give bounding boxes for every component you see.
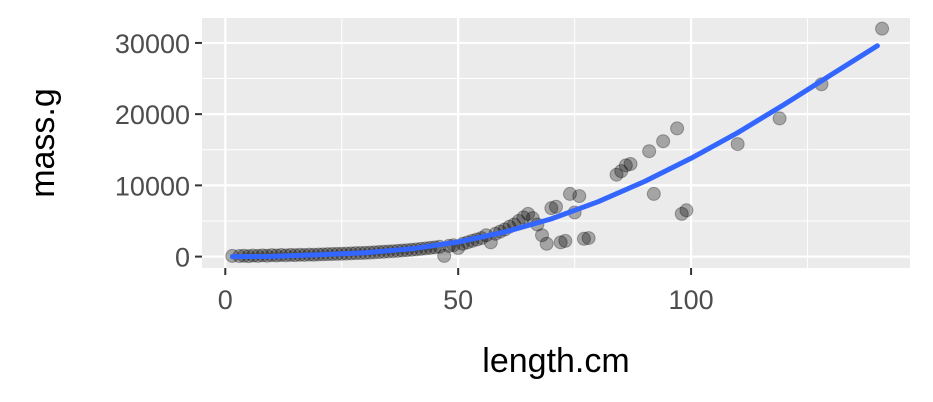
trend-line — [229, 43, 880, 260]
data-point — [772, 111, 787, 126]
data-point — [679, 203, 694, 218]
data-point — [562, 186, 577, 201]
data-point — [670, 121, 685, 136]
grid-lines — [202, 18, 910, 268]
y-tick-label: 0 — [175, 243, 190, 273]
data-point — [437, 248, 452, 263]
data-point — [609, 167, 624, 182]
data-point — [642, 144, 657, 159]
data-point — [539, 236, 554, 251]
data-point — [558, 233, 573, 248]
data-point — [544, 201, 559, 216]
data-point — [623, 157, 638, 172]
data-point — [614, 164, 629, 179]
x-tick-label: 100 — [669, 285, 714, 315]
panel-background — [202, 18, 910, 268]
x-tick-label: 50 — [443, 285, 473, 315]
trend-line-group — [229, 43, 880, 260]
data-point — [581, 231, 596, 246]
y-tick-label: 20000 — [115, 100, 190, 130]
data-point — [549, 199, 563, 214]
data-point — [521, 206, 536, 221]
data-point — [730, 137, 745, 152]
data-point — [646, 186, 661, 201]
data-point — [674, 206, 689, 221]
data-point — [656, 134, 671, 149]
y-tick-label: 30000 — [115, 29, 190, 59]
data-point — [535, 228, 550, 243]
data-point — [618, 158, 633, 173]
data-point — [553, 235, 568, 250]
x-tick-label: 0 — [218, 285, 233, 315]
axis-ticks: 0 50 100 0 10000 20000 30000 — [115, 29, 714, 315]
y-tick-label: 10000 — [115, 171, 190, 201]
data-point — [572, 189, 587, 204]
x-axis-title: length.cm — [482, 342, 629, 380]
data-point — [875, 21, 890, 36]
y-axis-title: mass.g — [24, 88, 62, 198]
data-point — [516, 210, 531, 225]
data-point — [576, 231, 591, 246]
